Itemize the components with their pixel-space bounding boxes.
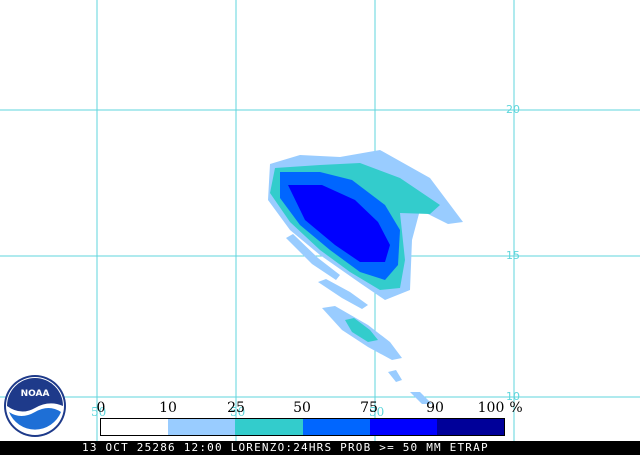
lon-label: 50	[230, 405, 245, 419]
probability-swath	[268, 150, 463, 404]
prob-band	[410, 392, 432, 404]
status-caption-bar: 13 OCT 25286 12:00 LORENZO:24HRS PROB >=…	[0, 441, 640, 455]
caption-text: 13 OCT 25286 12:00 LORENZO:24HRS PROB >=…	[82, 441, 489, 454]
legend-swatch-10-25	[168, 419, 236, 435]
legend-swatch-25-50	[235, 419, 303, 435]
legend-tick: 100	[477, 400, 505, 416]
noaa-logo-text: NOAA	[21, 389, 50, 399]
legend-swatch-50-75	[302, 419, 370, 435]
legend-tick: 25	[227, 400, 245, 416]
legend-tick: 50	[293, 400, 311, 416]
legend-swatch-90-100	[436, 419, 505, 435]
legend-swatch-75-90	[369, 419, 437, 435]
color-legend	[100, 418, 505, 436]
legend-tick: 90	[426, 400, 444, 416]
lat-label-20: 20	[506, 103, 520, 116]
lon-label: 50	[91, 405, 106, 419]
prob-band	[345, 318, 378, 342]
prob-band	[286, 234, 340, 280]
legend-tick: 75	[360, 400, 378, 416]
lat-lon-grid	[0, 0, 640, 441]
legend-swatch-0-10	[101, 419, 169, 435]
lon-label: 50	[369, 405, 384, 419]
legend-tick: 10	[159, 400, 177, 416]
noaa-logo-icon: NOAA	[4, 375, 66, 437]
prob-band	[318, 279, 368, 309]
prob-75-90-region	[288, 185, 390, 262]
prob-band	[388, 370, 402, 382]
legend-tick: %	[509, 400, 523, 416]
lat-label-15: 15	[506, 249, 520, 262]
legend-tick: 0	[96, 400, 106, 416]
lat-label-10: 10	[506, 390, 520, 403]
